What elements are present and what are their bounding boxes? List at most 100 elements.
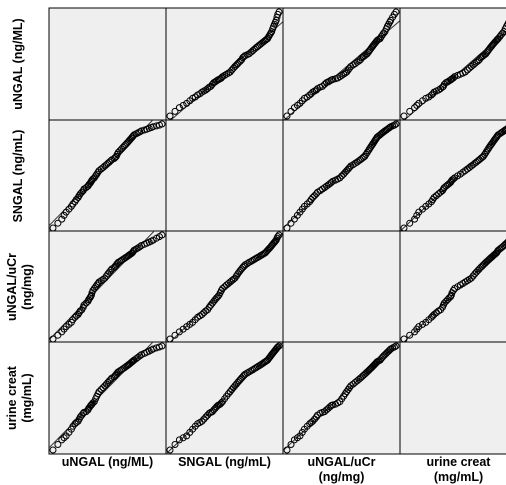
panel-layer (48, 7, 506, 455)
data-point (392, 120, 400, 128)
column-label-line: urine creat (427, 455, 492, 469)
data-point (392, 342, 400, 350)
data-point (504, 125, 506, 132)
data-point (307, 196, 315, 203)
row-label-urine-creat: urine creat(mg/mL) (5, 365, 34, 430)
data-point (179, 101, 187, 109)
data-point (274, 233, 282, 241)
data-point (411, 215, 419, 223)
data-point (283, 446, 291, 454)
data-point (275, 231, 283, 239)
data-point (415, 323, 423, 331)
row-label-line: (ng/mg) (20, 264, 34, 310)
data-point (58, 436, 66, 444)
row-label-line: SNGAL (ng/mL) (11, 130, 25, 223)
panel-frame (399, 230, 506, 344)
data-point (287, 441, 295, 448)
data-point (400, 112, 408, 120)
column-label-line: (mg/mL) (434, 470, 483, 484)
data-point (503, 239, 506, 247)
data-point (296, 432, 304, 440)
panel-ungal-ucr-vs-sngal (165, 230, 284, 344)
panel-ungal-vs-urine-creat (399, 7, 506, 121)
data-point (449, 287, 457, 294)
row-label-line: uNGAL/uCr (5, 253, 19, 321)
data-point (221, 71, 229, 79)
data-point (406, 219, 414, 227)
panel-sngal-vs-ungal-ucr (282, 119, 401, 233)
row-label-line: urine creat (5, 365, 19, 430)
data-point (373, 358, 381, 366)
fit-line (400, 129, 506, 232)
panel-ungal-ucr-vs-urine-creat (399, 230, 506, 344)
row-label-ungal: uNGAL (ng/ML) (11, 18, 25, 109)
data-point (430, 311, 438, 318)
data-point (136, 128, 144, 136)
data-point (275, 8, 283, 16)
panel-urine-creat-vs-urine-creat (399, 341, 506, 455)
row-label-line: uNGAL (ng/ML) (11, 18, 25, 109)
panel-frame (165, 119, 284, 233)
panel-urine-creat-vs-ungal-ucr (282, 341, 401, 455)
data-point (274, 343, 282, 351)
data-point (198, 311, 206, 318)
panel-ungal-ucr-vs-ungal (48, 230, 167, 344)
data-point (247, 257, 255, 265)
data-point (171, 331, 179, 339)
data-point (273, 344, 281, 352)
data-point (432, 192, 440, 200)
data-point (171, 441, 179, 448)
data-point (166, 446, 174, 454)
data-point (243, 260, 251, 268)
row-labels: uNGAL (ng/ML) SNGAL (ng/mL) uNGAL/uCr(ng/m… (5, 18, 34, 430)
fit-line (49, 342, 154, 449)
data-point (191, 316, 199, 324)
data-point (198, 417, 206, 425)
data-point (362, 150, 370, 158)
data-point (312, 413, 320, 421)
data-point (166, 112, 174, 120)
data-point (504, 239, 506, 246)
data-point (175, 436, 183, 444)
data-point (224, 390, 232, 398)
panel-urine-creat-vs-ungal (48, 341, 167, 455)
data-point (158, 342, 166, 350)
panel-sngal-vs-urine-creat (399, 119, 506, 233)
data-point (107, 157, 115, 165)
data-point (158, 231, 166, 239)
row-label-ungal-ucr: uNGAL/uCr(ng/mg) (5, 253, 34, 321)
data-point (430, 194, 438, 201)
data-point (467, 274, 475, 282)
data-point (93, 170, 101, 178)
data-point (390, 121, 398, 129)
data-point (381, 351, 389, 359)
panel-ungal-vs-ungal-ucr (282, 7, 401, 121)
data-point (216, 75, 224, 83)
panel-frame (282, 230, 401, 344)
data-point (175, 104, 183, 112)
column-labels: uNGAL (ng/ML) SNGAL (ng/mL) uNGAL/uCr (ng/m… (62, 455, 492, 484)
panel-ungal-vs-ungal (48, 7, 167, 121)
data-point (60, 434, 68, 442)
data-point (309, 417, 317, 425)
data-point (413, 101, 421, 109)
data-point (54, 441, 62, 448)
data-point (346, 384, 353, 392)
panel-frame (48, 7, 167, 121)
column-label-ungal-ucr: uNGAL/uCr (ng/mg) (307, 455, 375, 484)
data-point (482, 149, 490, 156)
data-point (329, 75, 337, 83)
data-point (265, 33, 273, 41)
data-point (200, 415, 208, 423)
data-point (214, 293, 222, 301)
data-point (406, 331, 414, 339)
column-label-urine-creat: urine creat (mg/mL) (427, 455, 492, 484)
data-point (363, 149, 371, 156)
data-point (171, 107, 179, 115)
data-point (336, 174, 344, 182)
data-point (390, 343, 398, 351)
panel-ungal-vs-sngal (165, 7, 284, 121)
data-point (49, 446, 57, 454)
panel-sngal-vs-ungal (48, 119, 167, 233)
